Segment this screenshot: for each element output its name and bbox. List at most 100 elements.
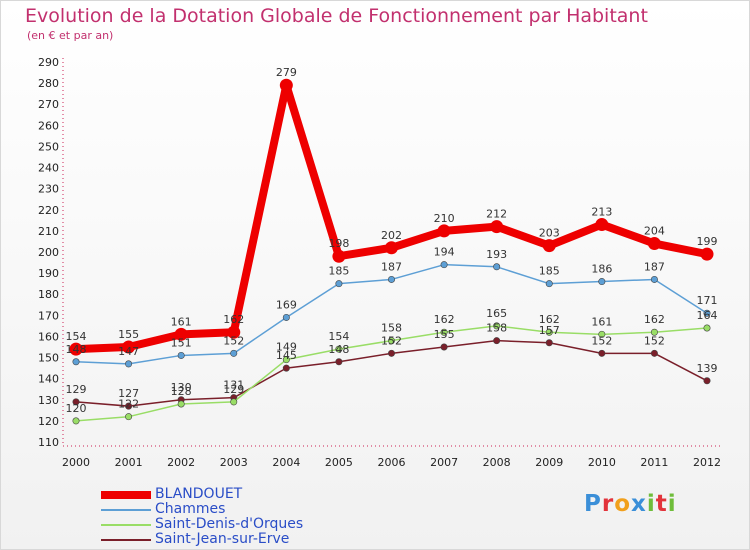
data-label: 149 (276, 341, 297, 354)
data-point (598, 330, 606, 338)
x-tick-label: 2005 (325, 456, 353, 469)
data-label: 120 (66, 402, 87, 415)
data-label: 193 (486, 248, 507, 261)
y-tick-label: 130 (38, 394, 59, 407)
data-label: 129 (66, 383, 87, 396)
data-label: 158 (486, 322, 507, 335)
data-point (387, 337, 395, 345)
data-label: 158 (381, 322, 402, 335)
data-point (282, 356, 290, 364)
data-point (230, 349, 238, 357)
y-tick-label: 270 (38, 98, 59, 111)
data-point (174, 327, 188, 341)
data-point (230, 398, 238, 406)
data-point (125, 360, 133, 368)
x-tick-label: 2008 (483, 456, 511, 469)
data-label: 212 (486, 208, 507, 221)
y-tick-label: 280 (38, 77, 59, 90)
y-tick-label: 110 (38, 436, 59, 449)
data-label: 162 (539, 313, 560, 326)
y-tick-label: 170 (38, 309, 59, 322)
data-label: 151 (171, 336, 192, 349)
data-label: 194 (434, 246, 455, 259)
data-point (440, 328, 448, 336)
data-label: 162 (434, 313, 455, 326)
data-label: 131 (223, 379, 244, 392)
data-point (72, 358, 80, 366)
y-tick-label: 260 (38, 119, 59, 132)
data-point (703, 324, 711, 332)
data-label: 169 (276, 298, 297, 311)
data-label: 130 (171, 381, 192, 394)
data-label: 279 (276, 66, 297, 79)
data-label: 187 (644, 260, 665, 273)
y-tick-label: 190 (38, 267, 59, 280)
legend-label: Saint-Jean-sur-Erve (155, 531, 290, 547)
data-label: 162 (644, 313, 665, 326)
data-point (385, 241, 398, 255)
data-point (72, 417, 80, 425)
x-tick-label: 2001 (115, 456, 143, 469)
data-point (650, 275, 658, 283)
proxiti-logo: Proxiti (584, 491, 677, 517)
data-point (493, 322, 501, 330)
data-label: 204 (644, 225, 665, 238)
legend-label: BLANDOUET (155, 486, 243, 502)
data-point (703, 309, 711, 317)
data-label: 187 (381, 260, 402, 273)
data-label: 127 (118, 387, 139, 400)
data-label: 152 (591, 334, 612, 347)
y-tick-label: 230 (38, 183, 59, 196)
x-tick-label: 2007 (430, 456, 458, 469)
data-label: 165 (486, 307, 507, 320)
data-label: 122 (118, 398, 139, 411)
y-tick-label: 220 (38, 204, 59, 217)
data-label: 148 (66, 343, 87, 356)
x-tick-label: 2012 (693, 456, 721, 469)
data-point (177, 351, 185, 359)
data-point (493, 337, 501, 345)
chart-title: Evolution de la Dotation Globale de Fonc… (25, 5, 648, 27)
data-point (122, 340, 136, 354)
data-label: 198 (328, 237, 349, 250)
data-point (545, 280, 553, 288)
data-label: 154 (328, 330, 349, 343)
data-point (279, 78, 293, 92)
legend-swatch (101, 509, 151, 511)
data-label: 202 (381, 229, 402, 242)
y-tick-label: 140 (38, 373, 59, 386)
data-point (598, 349, 606, 357)
data-point (332, 249, 346, 263)
data-point (387, 349, 395, 357)
data-label: 164 (697, 309, 718, 322)
data-point (387, 275, 395, 283)
data-point (545, 328, 553, 336)
y-tick-label: 200 (38, 246, 59, 259)
data-label: 129 (223, 383, 244, 396)
data-point (440, 261, 448, 269)
y-tick-label: 150 (38, 352, 59, 365)
legend-swatch (101, 524, 151, 526)
data-label: 152 (381, 334, 402, 347)
y-tick-label: 160 (38, 330, 59, 343)
data-label: 162 (223, 313, 244, 326)
data-point (598, 278, 606, 286)
data-point (335, 345, 343, 353)
data-point (700, 247, 714, 261)
x-tick-label: 2004 (272, 456, 300, 469)
data-point (650, 349, 658, 357)
data-point (545, 339, 553, 347)
data-point (437, 224, 451, 238)
data-label: 161 (171, 315, 192, 328)
data-label: 128 (171, 385, 192, 398)
data-label: 148 (328, 343, 349, 356)
data-label: 139 (697, 362, 718, 375)
y-tick-label: 210 (38, 225, 59, 238)
data-label: 161 (591, 315, 612, 328)
data-point (125, 413, 133, 421)
data-point (177, 400, 185, 408)
data-point (335, 358, 343, 366)
y-tick-label: 240 (38, 162, 59, 175)
chart-subtitle: (en € et par an) (27, 29, 114, 42)
